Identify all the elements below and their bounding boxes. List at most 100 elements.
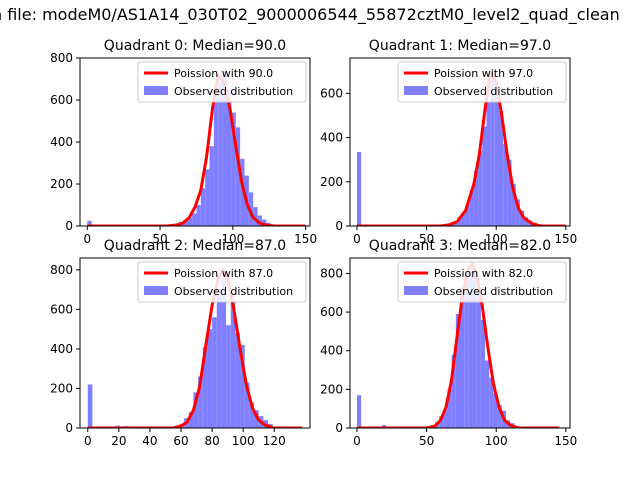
subplot-quadrant-1: 0 50 100 150 0 200 400 600 Quadrant 1: Median=97… (320, 38, 577, 246)
histogram-bar (503, 144, 508, 226)
histogram-bar (196, 205, 201, 226)
histogram-bar (507, 159, 512, 226)
x-tick-label: 20 (111, 434, 126, 448)
y-tick-label: 800 (320, 266, 343, 280)
histogram-bar (187, 217, 193, 226)
legend-label: Observed distribution (174, 285, 293, 298)
legend: Poission with 90.0 Observed distribution (137, 61, 307, 103)
histogram-bar (212, 317, 217, 428)
histogram-bar (494, 93, 499, 226)
x-tick-label: 80 (204, 434, 219, 448)
histogram-bar (218, 81, 223, 226)
legend-box (397, 61, 567, 103)
y-tick-label: 600 (50, 302, 73, 316)
y-tick-label: 200 (50, 177, 73, 191)
axes-frame (79, 257, 311, 429)
histogram-bar (254, 410, 259, 428)
histogram-bar (498, 111, 504, 226)
legend: Poission with 87.0 Observed distribution (137, 261, 307, 303)
histogram-bar (253, 207, 258, 226)
y-tick-label: 200 (320, 382, 343, 396)
y-tick-label: 0 (65, 421, 73, 435)
x-tick-label: 150 (294, 232, 317, 246)
histogram-bar (205, 169, 210, 226)
histogram-bar (443, 408, 448, 428)
legend-label: Observed distribution (174, 85, 293, 98)
histogram-bar (468, 265, 473, 428)
histogram-bar (519, 210, 525, 226)
legend-label: Poission with 87.0 (174, 267, 273, 280)
x-tick-label: 50 (152, 232, 167, 246)
histogram-bar (249, 402, 255, 428)
histogram-bar (478, 150, 483, 226)
y-tick-label: 400 (320, 344, 343, 358)
x-tick-label: 100 (485, 434, 508, 448)
histogram-bar (227, 89, 232, 226)
histogram-bar (482, 126, 487, 226)
histogram-bar (485, 360, 490, 428)
y-tick-label: 200 (50, 381, 73, 395)
y-tick-label: 400 (320, 131, 343, 145)
legend-bar-swatch (144, 86, 168, 95)
x-tick-label: 0 (83, 232, 91, 246)
histogram-bar (222, 68, 228, 226)
histogram-bar (200, 188, 206, 226)
legend-bar-swatch (404, 286, 428, 295)
x-tick-label: 50 (419, 434, 434, 448)
x-tick-label: 150 (554, 232, 577, 246)
subplot-quadrant-3: 0 50 100 150 0 200 400 600 800 Quadrant 3: Median… (320, 238, 577, 448)
y-tick-label: 0 (335, 421, 343, 435)
histogram-bar (240, 158, 245, 226)
histogram-bar (356, 395, 362, 428)
legend-label: Observed distribution (434, 285, 553, 298)
histogram-bar (244, 382, 250, 428)
figure-suptitle: n file: modeM0/AS1A14_030T02_9000006544_… (0, 5, 620, 25)
histogram-bar (515, 199, 520, 226)
histogram-bar (193, 392, 199, 428)
subplot-title: Quadrant 3: Median=82.0 (369, 238, 551, 254)
subplot-title: Quadrant 0: Median=90.0 (104, 38, 286, 54)
histogram-bar (493, 393, 498, 428)
histogram-bar (192, 213, 197, 226)
y-tick-label: 0 (335, 219, 343, 233)
legend-label: Poission with 97.0 (434, 67, 533, 80)
x-tick-label: 0 (353, 434, 361, 448)
x-tick-label: 120 (263, 434, 286, 448)
legend: Poission with 97.0 Observed distribution (397, 61, 567, 103)
axes-frame (349, 257, 571, 429)
histogram-bar (257, 215, 262, 226)
histogram-bar (489, 377, 494, 428)
subplot-title: Quadrant 2: Median=87.0 (104, 238, 286, 254)
histogram-bar (465, 203, 470, 226)
histogram-bar (209, 146, 214, 226)
histogram-bar (202, 346, 208, 428)
legend-bar-swatch (404, 86, 428, 95)
histogram-bar (87, 220, 92, 226)
x-tick-label: 0 (84, 434, 92, 448)
x-tick-label: 100 (485, 232, 508, 246)
legend-box (397, 261, 567, 303)
legend-box (137, 261, 307, 303)
histogram-bar (235, 333, 241, 428)
legend: Poission with 82.0 Observed distribution (397, 261, 567, 303)
legend-box (137, 61, 307, 103)
y-tick-label: 0 (65, 219, 73, 233)
histogram-bar (213, 95, 219, 226)
histogram-bar (231, 112, 236, 226)
legend-label: Observed distribution (434, 85, 553, 98)
histogram-bar (472, 269, 477, 428)
histogram-bar (248, 192, 254, 226)
histogram-bar (221, 277, 227, 428)
y-tick-label: 400 (50, 135, 73, 149)
histogram-bar (455, 314, 460, 428)
axes-frame (349, 57, 571, 227)
histogram-bar (207, 329, 213, 428)
subplot-quadrant-0: 0 50 100 150 0 200 400 600 800 Quadrant 0: Median… (50, 38, 317, 246)
histogram-bar (490, 73, 495, 226)
legend-label: Poission with 90.0 (174, 67, 273, 80)
histogram-bar (497, 404, 502, 428)
legend-bar-swatch (144, 286, 168, 295)
y-tick-label: 600 (320, 305, 343, 319)
